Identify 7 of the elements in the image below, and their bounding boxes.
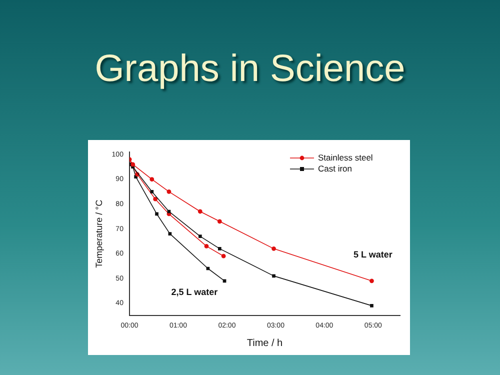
chart-title: Graphs in Science [94, 48, 406, 91]
annotation: 5 L water [354, 250, 393, 260]
x-axis-title: Time / h [246, 338, 283, 349]
legend-label: Cast iron [318, 163, 352, 174]
legend-label: Stainless steel [318, 152, 373, 162]
annotation: 2,5 L water [171, 287, 218, 298]
y-axis-title: Temperature / °C [94, 199, 104, 268]
